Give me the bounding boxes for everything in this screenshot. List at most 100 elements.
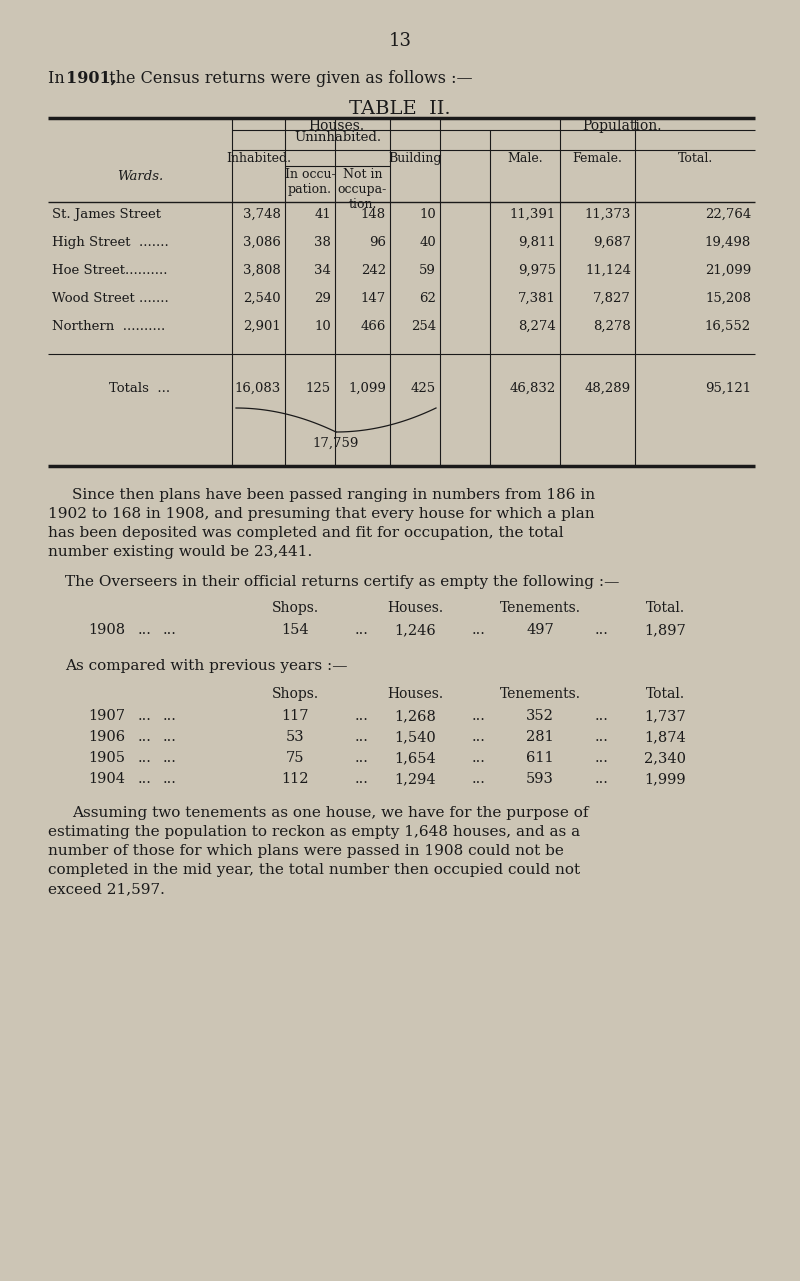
Text: Tenements.: Tenements. (499, 601, 581, 615)
Text: 466: 466 (361, 320, 386, 333)
Text: 1908: 1908 (88, 623, 125, 637)
Text: ...: ... (472, 708, 486, 722)
Text: Wards.: Wards. (117, 169, 163, 182)
Text: 1,737: 1,737 (644, 708, 686, 722)
Text: has been deposited was completed and fit for occupation, the total: has been deposited was completed and fit… (48, 526, 564, 541)
Text: ...: ... (163, 623, 177, 637)
Text: 8,274: 8,274 (518, 320, 556, 333)
Text: ...: ... (138, 751, 152, 765)
Text: 34: 34 (314, 264, 331, 277)
Text: 15,208: 15,208 (705, 292, 751, 305)
Text: 1904: 1904 (88, 772, 125, 787)
Text: ...: ... (472, 623, 486, 637)
Text: ...: ... (355, 730, 369, 744)
Text: ...: ... (163, 772, 177, 787)
Text: the Census returns were given as follows :—: the Census returns were given as follows… (104, 70, 473, 87)
Text: ...: ... (595, 751, 609, 765)
Text: Total.: Total. (678, 152, 713, 165)
Text: ...: ... (472, 751, 486, 765)
Text: 48,289: 48,289 (585, 382, 631, 395)
Text: 19,498: 19,498 (705, 236, 751, 249)
Text: 112: 112 (282, 772, 309, 787)
Text: exceed 21,597.: exceed 21,597. (48, 883, 165, 895)
Text: 8,278: 8,278 (594, 320, 631, 333)
Text: ...: ... (163, 730, 177, 744)
Text: number of those for which plans were passed in 1908 could not be: number of those for which plans were pas… (48, 844, 564, 858)
Text: 22,764: 22,764 (705, 208, 751, 222)
Text: 2,340: 2,340 (644, 751, 686, 765)
Text: Total.: Total. (646, 687, 685, 701)
Text: 46,832: 46,832 (510, 382, 556, 395)
Text: 125: 125 (306, 382, 331, 395)
Text: 96: 96 (369, 236, 386, 249)
Text: St. James Street: St. James Street (52, 208, 161, 222)
Text: Population.: Population. (582, 119, 662, 133)
Text: 59: 59 (419, 264, 436, 277)
Text: 148: 148 (361, 208, 386, 222)
Text: Assuming two tenements as one house, we have for the purpose of: Assuming two tenements as one house, we … (72, 806, 589, 820)
Text: ...: ... (163, 708, 177, 722)
Text: ...: ... (138, 730, 152, 744)
Text: Tenements.: Tenements. (499, 687, 581, 701)
Text: Shops.: Shops. (271, 601, 318, 615)
Text: ...: ... (355, 708, 369, 722)
Text: ...: ... (138, 772, 152, 787)
Text: As compared with previous years :—: As compared with previous years :— (65, 658, 347, 673)
Text: 9,975: 9,975 (518, 264, 556, 277)
Text: ...: ... (595, 708, 609, 722)
Text: Female.: Female. (573, 152, 622, 165)
Text: 11,391: 11,391 (510, 208, 556, 222)
Text: ...: ... (163, 751, 177, 765)
Text: ...: ... (355, 751, 369, 765)
Text: 13: 13 (389, 32, 411, 50)
Text: Total.: Total. (646, 601, 685, 615)
Text: 154: 154 (281, 623, 309, 637)
Text: 1906: 1906 (88, 730, 125, 744)
Text: 117: 117 (282, 708, 309, 722)
Text: 11,124: 11,124 (585, 264, 631, 277)
Text: 2,901: 2,901 (243, 320, 281, 333)
Text: Shops.: Shops. (271, 687, 318, 701)
Text: 16,083: 16,083 (234, 382, 281, 395)
Text: 3,748: 3,748 (243, 208, 281, 222)
Text: 1,874: 1,874 (644, 730, 686, 744)
Text: Houses.: Houses. (387, 687, 443, 701)
Text: 75: 75 (286, 751, 304, 765)
Text: 1905: 1905 (88, 751, 125, 765)
Text: 2,540: 2,540 (243, 292, 281, 305)
Text: Totals  ...: Totals ... (110, 382, 170, 395)
Text: In occu-
pation.: In occu- pation. (285, 168, 335, 196)
Text: 1,897: 1,897 (644, 623, 686, 637)
Text: Since then plans have been passed ranging in numbers from 186 in: Since then plans have been passed rangin… (72, 488, 595, 502)
Text: Northern  ..........: Northern .......... (52, 320, 166, 333)
Text: 254: 254 (411, 320, 436, 333)
Text: 1902 to 168 in 1908, and presuming that every house for which a plan: 1902 to 168 in 1908, and presuming that … (48, 507, 594, 521)
Text: 11,373: 11,373 (585, 208, 631, 222)
Text: 1,999: 1,999 (644, 772, 686, 787)
Text: 41: 41 (314, 208, 331, 222)
Text: ...: ... (138, 708, 152, 722)
Text: Hoe Street..........: Hoe Street.......... (52, 264, 167, 277)
Text: 7,827: 7,827 (593, 292, 631, 305)
Text: 95,121: 95,121 (705, 382, 751, 395)
Text: 21,099: 21,099 (705, 264, 751, 277)
Text: ...: ... (355, 623, 369, 637)
Text: number existing would be 23,441.: number existing would be 23,441. (48, 544, 312, 559)
Text: ...: ... (595, 772, 609, 787)
Text: 497: 497 (526, 623, 554, 637)
Text: 3,808: 3,808 (243, 264, 281, 277)
Text: 425: 425 (411, 382, 436, 395)
Text: 1,246: 1,246 (394, 623, 436, 637)
Text: 40: 40 (419, 236, 436, 249)
Text: 53: 53 (286, 730, 304, 744)
Text: 352: 352 (526, 708, 554, 722)
Text: 1,099: 1,099 (348, 382, 386, 395)
Text: 17,759: 17,759 (313, 437, 359, 450)
Text: 38: 38 (314, 236, 331, 249)
Text: Not in
occupa-
tion.: Not in occupa- tion. (338, 168, 387, 211)
Text: 1901,: 1901, (66, 70, 116, 87)
Text: 611: 611 (526, 751, 554, 765)
Text: Uninhabited.: Uninhabited. (294, 131, 381, 143)
Text: 281: 281 (526, 730, 554, 744)
Text: Houses.: Houses. (387, 601, 443, 615)
